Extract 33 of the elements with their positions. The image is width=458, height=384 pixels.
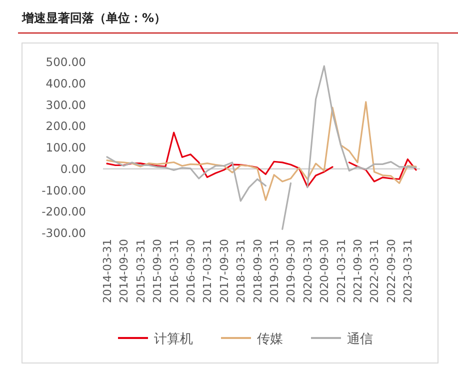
legend-label: 计算机 — [154, 332, 193, 347]
legend-label: 通信 — [347, 332, 373, 347]
y-tick-label: -300.00 — [42, 226, 86, 240]
x-tick-label: 2017-09-30 — [218, 239, 231, 303]
x-tick-label: 2018-03-31 — [234, 239, 248, 303]
y-tick-label: 500.00 — [46, 55, 86, 69]
y-tick-label: -200.00 — [42, 204, 86, 219]
legend-label: 传媒 — [257, 332, 283, 347]
x-tick-label: 2016-03-31 — [168, 239, 181, 303]
y-tick-label: -100.00 — [42, 183, 86, 198]
x-tick-label: 2021-09-30 — [352, 239, 365, 303]
x-tick-label: 2023-03-31 — [402, 239, 415, 303]
y-tick-label: 200.00 — [46, 119, 86, 134]
line-series — [106, 101, 417, 201]
x-tick-label: 2019-03-31 — [268, 239, 282, 303]
x-tick-label: 2019-09-30 — [284, 239, 298, 303]
x-tick-label: 2022-03-31 — [368, 239, 382, 303]
x-tick-label: 2016-09-30 — [184, 239, 198, 303]
chart-title: 增速显著回落（单位：%） — [21, 11, 166, 25]
y-tick-label: 400.00 — [46, 76, 86, 90]
x-tick-label: 2020-09-30 — [318, 239, 332, 303]
x-tick-label: 2015-03-31 — [134, 239, 148, 303]
x-tick-label: 2020-03-31 — [301, 239, 314, 303]
x-tick-label: 2014-09-30 — [118, 239, 131, 303]
x-tick-label: 2014-03-31 — [101, 239, 114, 303]
x-tick-label: 2015-09-30 — [151, 239, 164, 303]
x-tick-label: 2022-09-30 — [384, 239, 398, 303]
y-tick-label: 300.00 — [46, 98, 86, 112]
y-tick-label: 100.00 — [46, 140, 86, 154]
x-tick-label: 2021-03-31 — [334, 239, 348, 303]
x-tick-label: 2018-09-30 — [251, 239, 264, 303]
y-tick-label: 0.00 — [60, 162, 86, 176]
x-tick-label: 2017-03-31 — [201, 239, 214, 303]
